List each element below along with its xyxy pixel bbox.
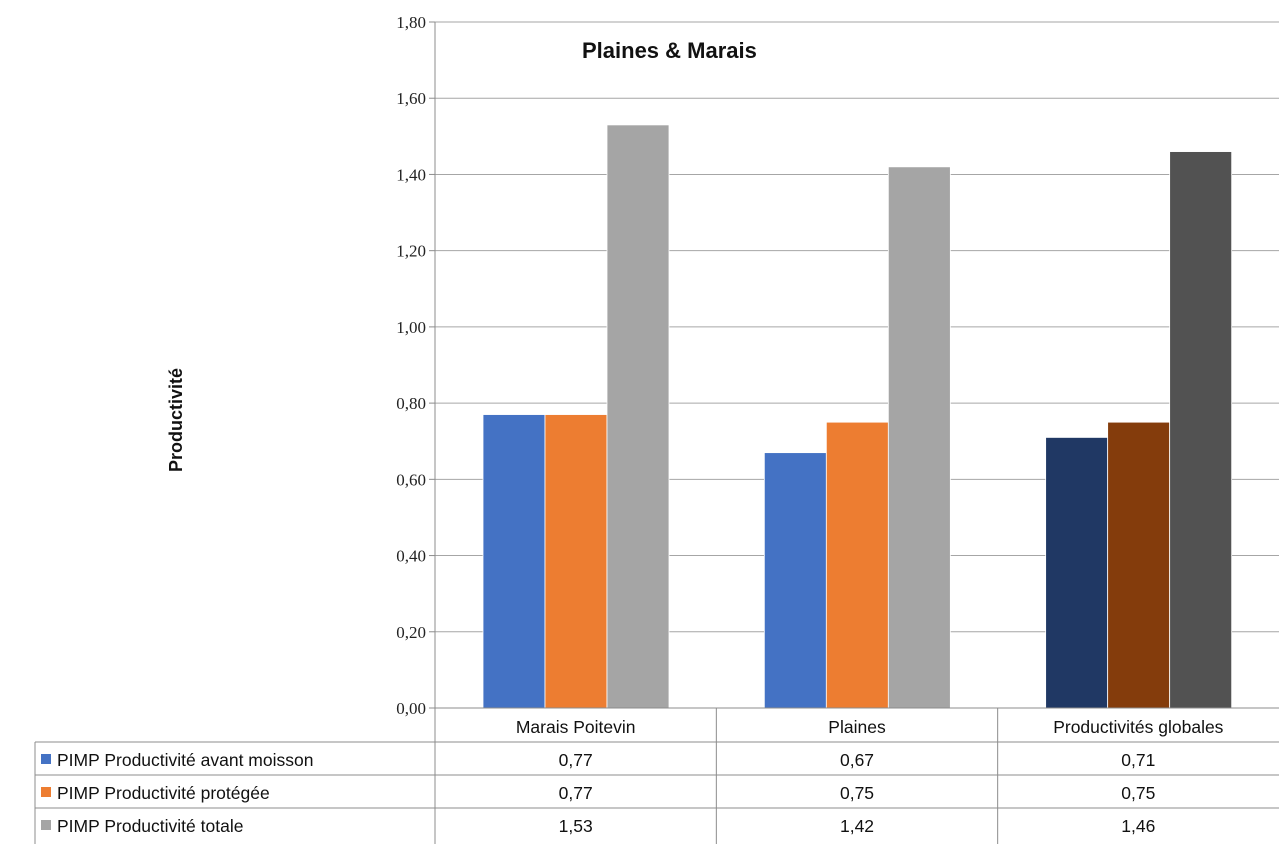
- y-tick-label: 0,60: [396, 470, 426, 489]
- data-label: 0,67: [840, 750, 874, 770]
- category-label: Plaines: [828, 717, 886, 737]
- legend-key: [41, 820, 51, 830]
- y-tick-label: 0,40: [396, 547, 426, 566]
- bar: [1169, 151, 1233, 709]
- axes: 0,00 0,20 0,40 0,60 0,80 1,00 1,20 1,40 1,60 1,80: [396, 13, 436, 718]
- data-label: 0,75: [840, 783, 874, 803]
- y-tick-label: 1,60: [396, 89, 426, 108]
- legend-key: [41, 754, 51, 764]
- y-tick-label: 1,00: [396, 318, 426, 337]
- category-label: Productivités globales: [1053, 717, 1223, 737]
- bar: [1107, 421, 1171, 709]
- legend-label: PIMP Productivité totale: [57, 816, 243, 836]
- bar: [763, 452, 827, 709]
- data-label: 0,77: [559, 783, 593, 803]
- y-tick-label: 1,40: [396, 165, 426, 184]
- data-label: 0,77: [559, 750, 593, 770]
- bar: [887, 166, 951, 709]
- data-table: Marais Poitevin Plaines Productivités glob…: [34, 707, 1279, 844]
- y-tick-label: 1,20: [396, 242, 426, 261]
- bar: [544, 414, 608, 709]
- bars: [482, 124, 1233, 709]
- y-tick-label: 0,80: [396, 394, 426, 413]
- chart-title: Plaines & Marais: [582, 38, 757, 63]
- data-label: 1,42: [840, 816, 874, 836]
- bar: [1045, 437, 1109, 709]
- y-tick-label: 0,00: [396, 699, 426, 718]
- bar: [825, 421, 889, 709]
- data-label: 0,75: [1121, 783, 1155, 803]
- category-label: Marais Poitevin: [516, 717, 636, 737]
- data-label: 0,71: [1121, 750, 1155, 770]
- legend-key: [41, 787, 51, 797]
- bar: [606, 124, 670, 709]
- data-label: 1,46: [1121, 816, 1155, 836]
- y-tick-label: 1,80: [396, 13, 426, 32]
- legend-label: PIMP Productivité avant moisson: [57, 750, 313, 770]
- y-axis-label: Productivité: [166, 368, 186, 472]
- y-tick-label: 0,20: [396, 623, 426, 642]
- data-label: 1,53: [559, 816, 593, 836]
- bar: [482, 414, 546, 709]
- legend-label: PIMP Productivité protégée: [57, 783, 270, 803]
